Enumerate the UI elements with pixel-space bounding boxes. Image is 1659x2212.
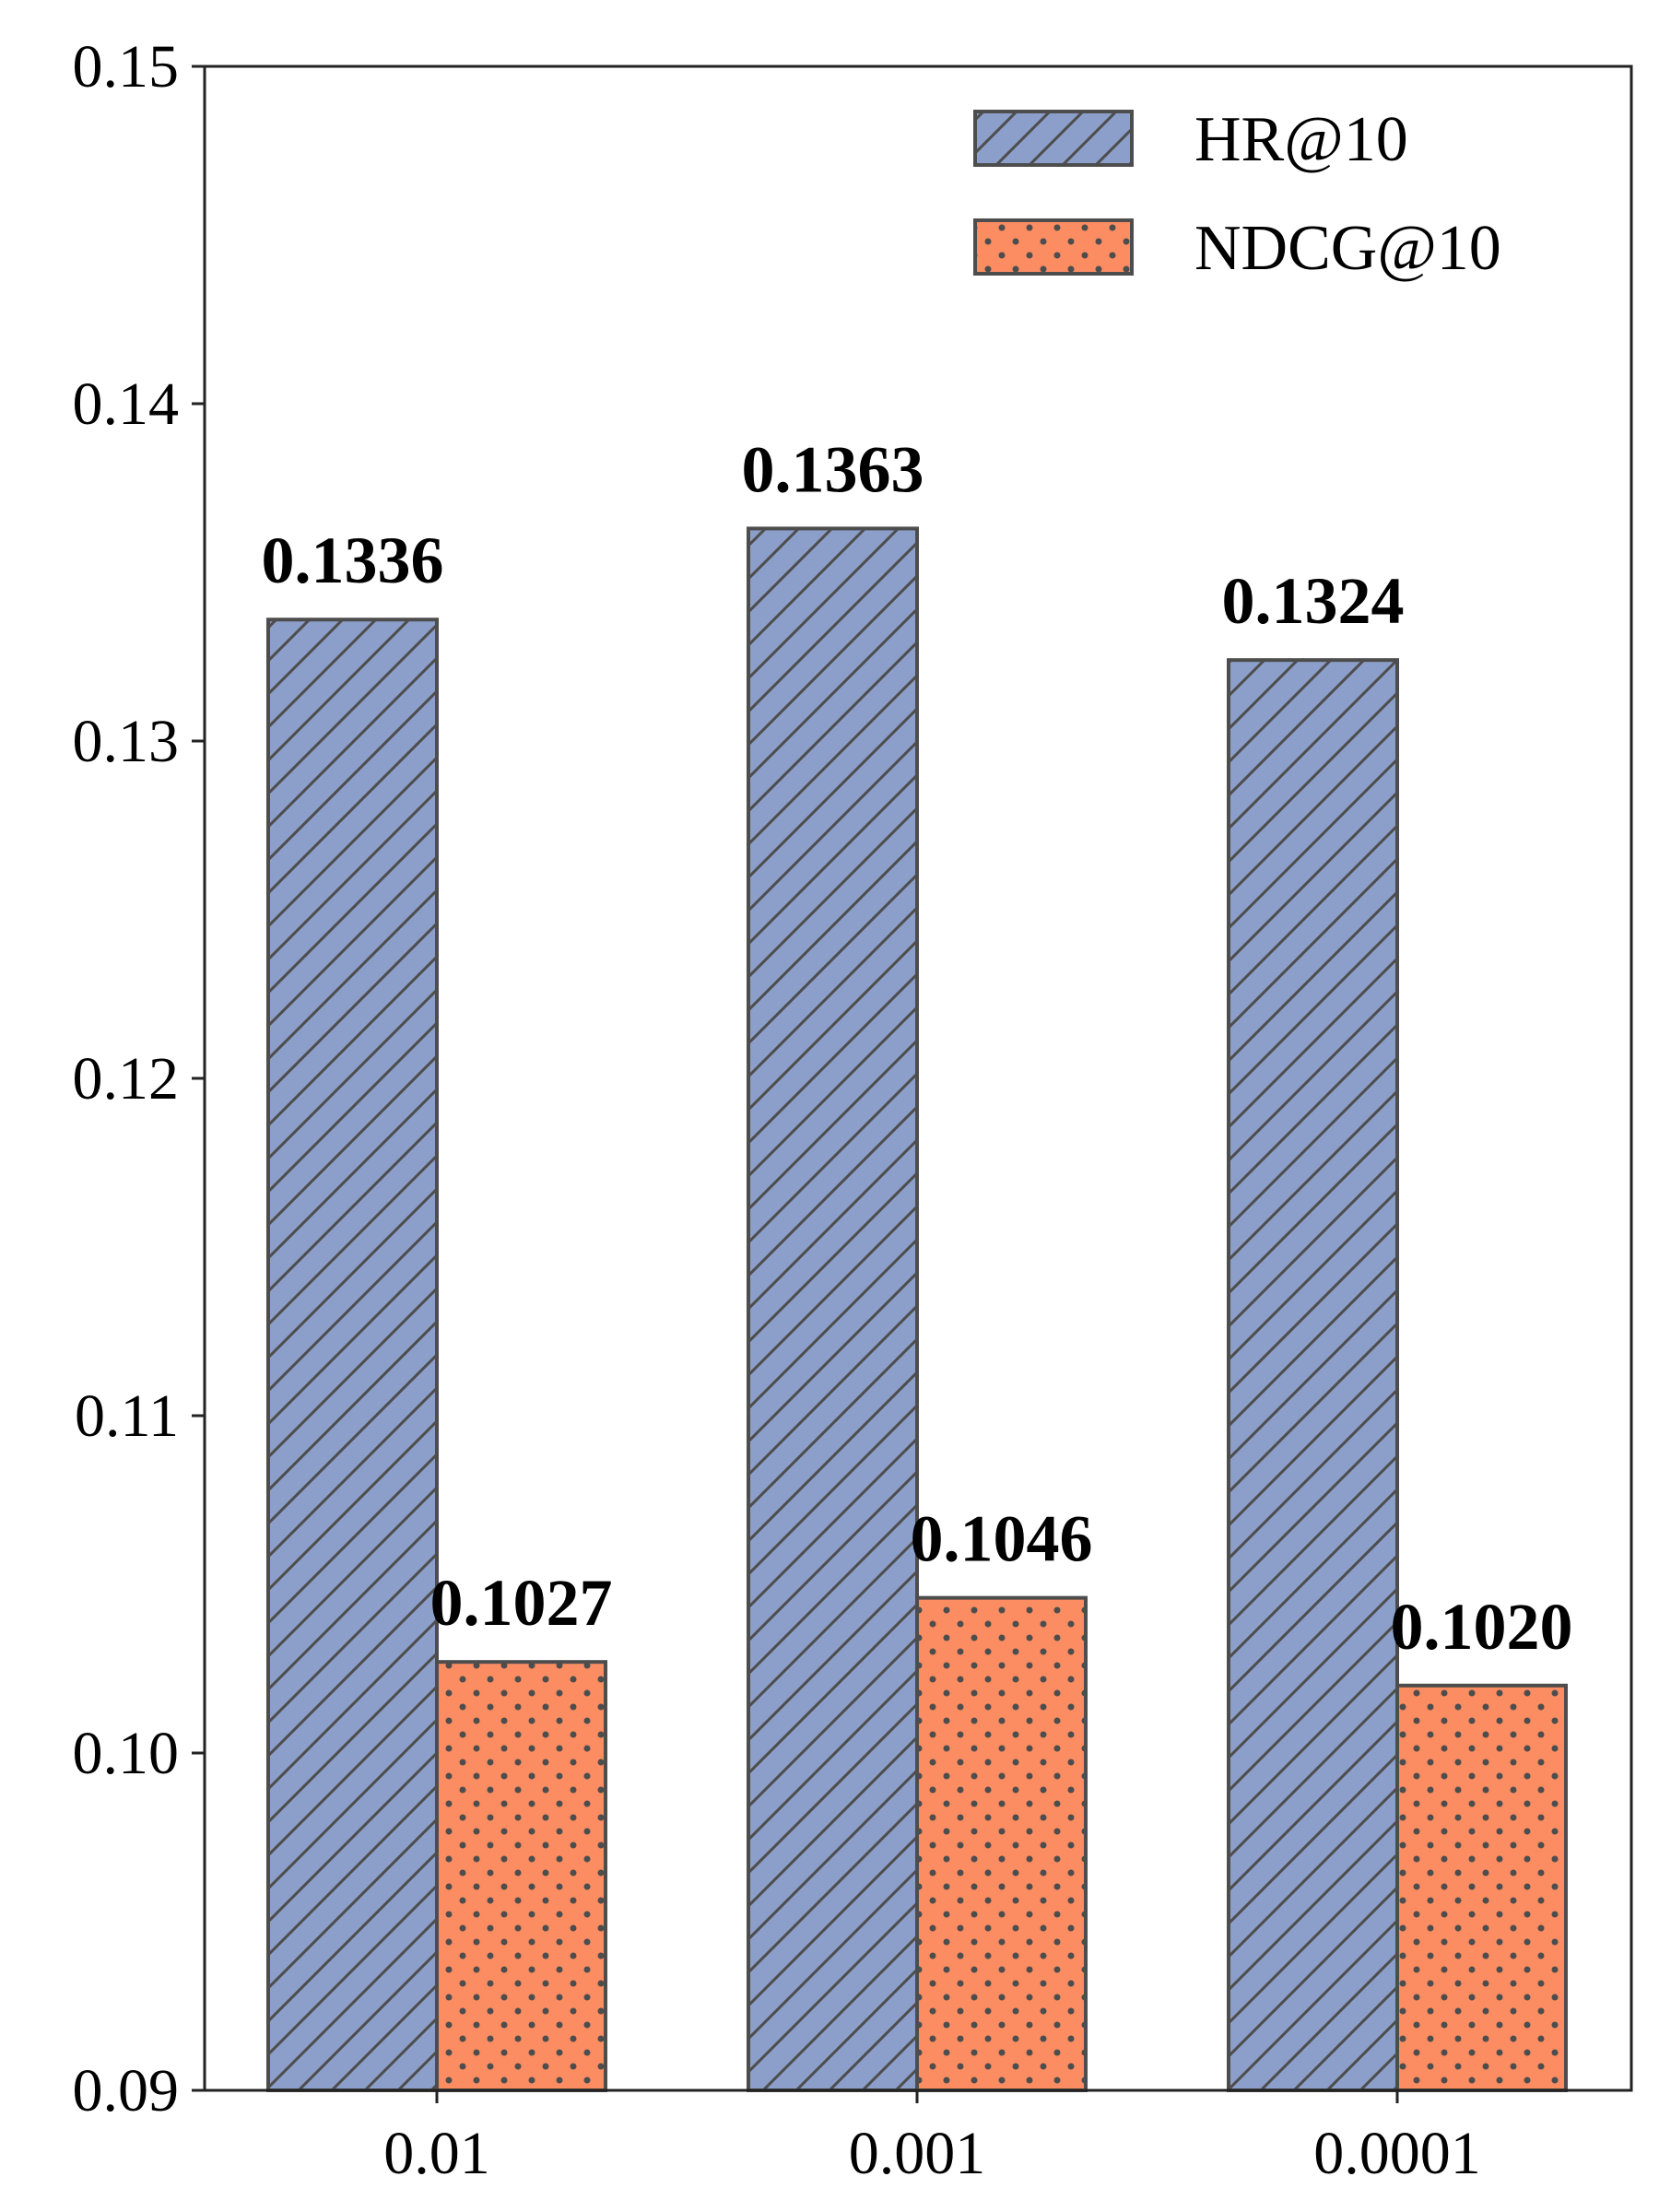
y-tick-label: 0.12 xyxy=(73,1045,180,1112)
legend-swatch-hr-10 xyxy=(973,110,1134,167)
y-axis: 0.09 0.10 0.11 0.12 0.13 0.14 0.15 xyxy=(73,33,205,2124)
y-tick-label: 0.09 xyxy=(73,2057,180,2124)
x-tick-label: 0.01 xyxy=(383,2120,490,2187)
bar-hr-10-0.01 xyxy=(266,618,439,2092)
bar-hr-10-0.0001 xyxy=(1227,658,1399,2092)
value-label: 0.1336 xyxy=(262,524,444,597)
y-tick-label: 0.10 xyxy=(73,1720,180,1787)
bar-ndcg-10-0.001 xyxy=(915,1595,1088,2092)
y-tick-label: 0.15 xyxy=(73,33,180,100)
bar-hr-10-0.001 xyxy=(747,526,919,2092)
legend-swatch-ndcg-10 xyxy=(973,218,1134,276)
legend-label: HR@10 xyxy=(1194,104,1408,175)
value-labels: 0.1336 0.1027 0.1363 0.1046 0.1324 0.1020 xyxy=(262,432,1573,1663)
value-label: 0.1020 xyxy=(1391,1590,1573,1664)
bar-ndcg-10-0.01 xyxy=(435,1660,607,2093)
legend: HR@10 NDCG@10 xyxy=(973,104,1501,284)
bar-ndcg-10-0.0001 xyxy=(1395,1683,1568,2093)
y-tick-label: 0.13 xyxy=(73,708,180,775)
y-tick-label: 0.14 xyxy=(73,371,180,438)
value-label: 0.1046 xyxy=(911,1502,1093,1576)
bars-layer xyxy=(266,526,1568,2093)
x-axis: 0.01 0.001 0.0001 xyxy=(383,2090,1481,2187)
legend-label: NDCG@10 xyxy=(1194,213,1501,284)
value-label: 0.1027 xyxy=(430,1566,613,1640)
y-tick-label: 0.11 xyxy=(75,1382,179,1450)
value-label: 0.1363 xyxy=(742,432,924,506)
x-tick-label: 0.0001 xyxy=(1313,2120,1481,2187)
value-label: 0.1324 xyxy=(1222,564,1405,638)
x-tick-label: 0.001 xyxy=(849,2120,986,2187)
